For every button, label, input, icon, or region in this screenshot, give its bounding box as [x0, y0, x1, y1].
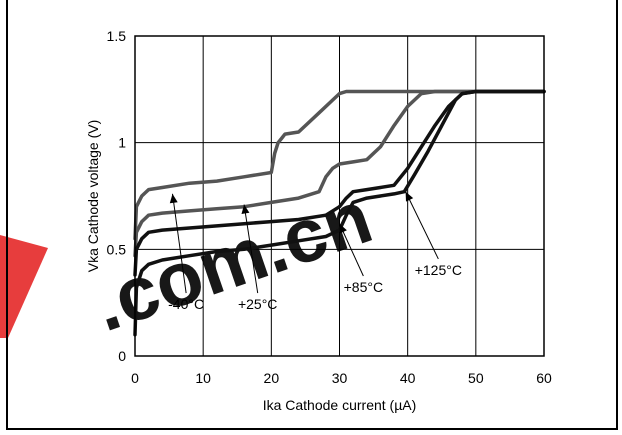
watermark-text: .com.cn: [83, 174, 382, 348]
page-frame-right: [616, 0, 618, 430]
x-axis-title: Ika Cathode current (µA): [263, 397, 417, 413]
y-tick-label: 0: [118, 348, 126, 364]
y-axis-title: Vka Cathode voltage (V): [85, 120, 101, 273]
series-line: [133, 89, 546, 241]
x-tick-label: 60: [536, 370, 552, 386]
page-frame-bottom: [6, 428, 618, 430]
y-tick-label: 1.5: [107, 28, 127, 44]
series-line: [133, 89, 546, 258]
x-tick-label: 30: [332, 370, 348, 386]
x-tick-label: 50: [468, 370, 484, 386]
x-tick-label: 40: [400, 370, 416, 386]
annotation-label: -40°C: [168, 296, 204, 312]
annotation-arrow-head: [405, 191, 414, 202]
x-tick-label: 20: [264, 370, 280, 386]
annotation-arrow-line: [243, 204, 259, 294]
y-tick-label: 1: [118, 135, 126, 151]
series-layer: [133, 89, 546, 337]
series-line: [133, 89, 546, 337]
axes: 0 10 20 30 40 50 60 0 0.5 1 1.5: [107, 28, 552, 386]
annotation-arrow-head: [339, 223, 347, 234]
x-tick-label: 0: [131, 370, 139, 386]
annotation-label: +125°C: [415, 262, 462, 278]
annotation-arrow-line: [171, 193, 187, 294]
series-line: [133, 89, 546, 277]
annotation-arrow-head: [169, 193, 178, 204]
y-tick-label: 0.5: [107, 241, 127, 257]
page-frame-left: [6, 0, 8, 430]
plot-area-frame: [134, 35, 545, 357]
watermark: .com.cn: [0, 174, 382, 348]
annotation-arrow-line: [405, 191, 439, 260]
annotation-label: +85°C: [344, 279, 383, 295]
annotation-label: +25°C: [238, 296, 277, 312]
annotation-arrow-head: [241, 204, 250, 214]
x-tick-label: 10: [195, 370, 211, 386]
watermark-red-shape: [0, 235, 48, 338]
annotation-arrow-line: [339, 223, 364, 277]
annotations: -40°C +25°C +85°C +125°C: [168, 191, 462, 312]
